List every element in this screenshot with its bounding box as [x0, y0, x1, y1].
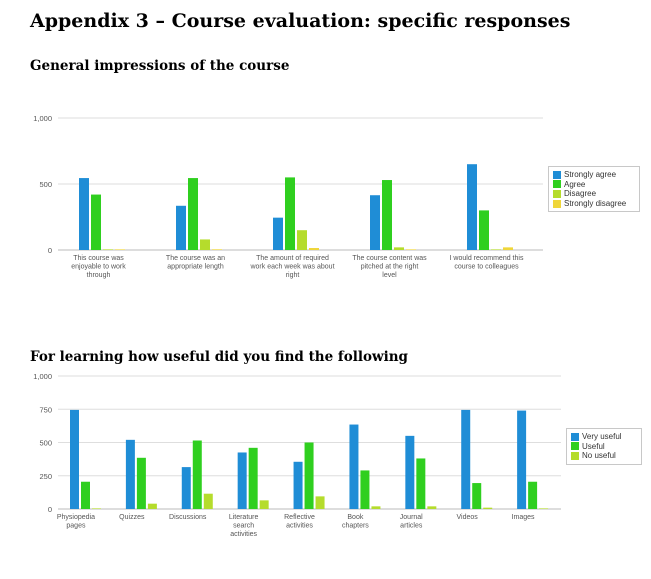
section-heading-general-impressions: General impressions of the course: [30, 58, 290, 74]
bar-strongly-agree-1: [79, 178, 89, 250]
bar-strongly-disagree-3: [309, 248, 319, 250]
bar-strongly-agree-2: [176, 205, 186, 250]
bar-useful-2: [136, 457, 146, 509]
x-tick-label: Videos: [457, 514, 479, 521]
y-tick-label: 1,000: [33, 372, 52, 381]
bar-no-useful-9: [539, 508, 549, 509]
legend-swatch: [553, 199, 561, 208]
bar-very-useful-8: [461, 409, 471, 509]
y-tick-label: 500: [39, 439, 52, 448]
bar-very-useful-3: [181, 467, 191, 509]
x-tick-label: The course was an appropriate length: [166, 255, 225, 271]
bar-disagree-4: [394, 247, 404, 250]
x-tick-label: Reflective activities: [284, 514, 315, 530]
bar-no-useful-5: [315, 496, 325, 509]
x-tick-label: Literature search activities: [229, 514, 259, 538]
bar-strongly-agree-3: [273, 217, 283, 250]
x-tick-label: Physiopedia pages: [57, 514, 95, 530]
bar-useful-1: [81, 481, 90, 509]
legend-item-agree: Agree: [553, 180, 635, 190]
y-tick-label: 750: [39, 405, 52, 414]
legend-item-useful: Useful: [571, 442, 637, 452]
bar-very-useful-7: [405, 435, 415, 509]
bar-no-useful-2: [147, 503, 157, 509]
bar-very-useful-9: [517, 410, 527, 509]
legend-item-no-useful: No useful: [571, 451, 637, 461]
legend-label: No useful: [582, 451, 616, 461]
y-tick-label: 0: [48, 505, 52, 514]
legend-item-very-useful: Very useful: [571, 432, 637, 442]
bar-very-useful-5: [293, 461, 303, 509]
learning-usefulness-chart: 1,000 750 500 250 0 Physiopedia pages Quizzes Di…: [33, 372, 561, 538]
bar-useful-9: [528, 481, 538, 509]
bar-no-useful-1: [92, 508, 101, 509]
bar-useful-7: [416, 458, 426, 509]
x-tick-label: The amount of required work each week was…: [249, 255, 334, 279]
y-tick-label: 0: [48, 246, 52, 255]
bar-disagree-5: [491, 249, 501, 250]
bar-useful-6: [360, 470, 370, 509]
bar-no-useful-6: [371, 506, 381, 509]
x-tick-label: Discussions: [169, 514, 207, 521]
bar-disagree-1: [103, 249, 113, 250]
bar-strongly-disagree-4: [406, 249, 416, 250]
bar-very-useful-4: [237, 452, 247, 509]
x-tick-label: Book chapters: [342, 514, 369, 530]
x-tick-label: I would recommend this course to colleagu…: [450, 255, 524, 271]
bar-useful-4: [248, 447, 258, 509]
legend-label: Very useful: [582, 432, 622, 442]
legend-label: Strongly disagree: [564, 199, 627, 209]
bar-useful-3: [192, 440, 202, 509]
y-tick-label: 500: [39, 180, 52, 189]
learning-usefulness-legend: Very useful Useful No useful: [566, 428, 642, 465]
bar-disagree-3: [297, 230, 307, 250]
x-tick-label: This course was enjoyable to work through: [71, 255, 126, 279]
general-impressions-legend: Strongly agree Agree Disagree Strongly disa…: [548, 166, 640, 213]
legend-swatch: [553, 180, 561, 189]
bar-no-useful-3: [203, 493, 213, 509]
bar-no-useful-4: [259, 500, 269, 509]
legend-item-strongly-disagree: Strongly disagree: [553, 199, 635, 209]
bar-strongly-disagree-5: [503, 247, 513, 250]
bar-agree-4: [382, 180, 392, 250]
bar-strongly-agree-4: [370, 195, 380, 250]
bar-no-useful-7: [427, 506, 437, 509]
bar-strongly-disagree-1: [115, 249, 125, 250]
y-tick-label: 1,000: [33, 114, 52, 123]
bar-very-useful-2: [125, 439, 135, 509]
x-tick-label: The course content was pitched at the rig…: [352, 255, 427, 279]
x-tick-label: Quizzes: [119, 514, 145, 521]
legend-item-strongly-agree: Strongly agree: [553, 170, 635, 180]
bar-strongly-disagree-2: [212, 249, 222, 250]
legend-swatch: [553, 189, 561, 198]
y-tick-label: 250: [39, 472, 52, 481]
bar-no-useful-8: [483, 507, 493, 509]
bar-useful-8: [472, 483, 482, 509]
legend-label: Disagree: [564, 189, 597, 199]
x-tick-label: Journal articles: [400, 514, 423, 530]
bar-disagree-2: [200, 239, 210, 250]
bar-very-useful-1: [70, 409, 79, 509]
bar-useful-5: [304, 442, 314, 509]
page-title: Appendix 3 – Course evaluation: specific…: [30, 10, 571, 32]
section-heading-learning-usefulness: For learning how useful did you find the…: [30, 349, 408, 365]
legend-label: Strongly agree: [564, 170, 617, 180]
legend-swatch: [571, 442, 579, 451]
legend-swatch: [553, 170, 561, 179]
bar-agree-1: [91, 194, 101, 250]
bar-agree-5: [479, 210, 489, 250]
legend-swatch: [571, 451, 579, 460]
bar-strongly-agree-5: [467, 164, 477, 250]
legend-label: Agree: [564, 179, 586, 189]
bar-very-useful-6: [349, 424, 359, 509]
legend-label: Useful: [582, 441, 605, 451]
bar-agree-3: [285, 177, 295, 250]
bar-agree-2: [188, 178, 198, 250]
legend-swatch: [571, 432, 579, 441]
general-impressions-chart: 1,000 500 0 This course was enjoyable to wor…: [33, 114, 543, 279]
legend-item-disagree: Disagree: [553, 189, 635, 199]
x-tick-label: Images: [512, 514, 535, 521]
